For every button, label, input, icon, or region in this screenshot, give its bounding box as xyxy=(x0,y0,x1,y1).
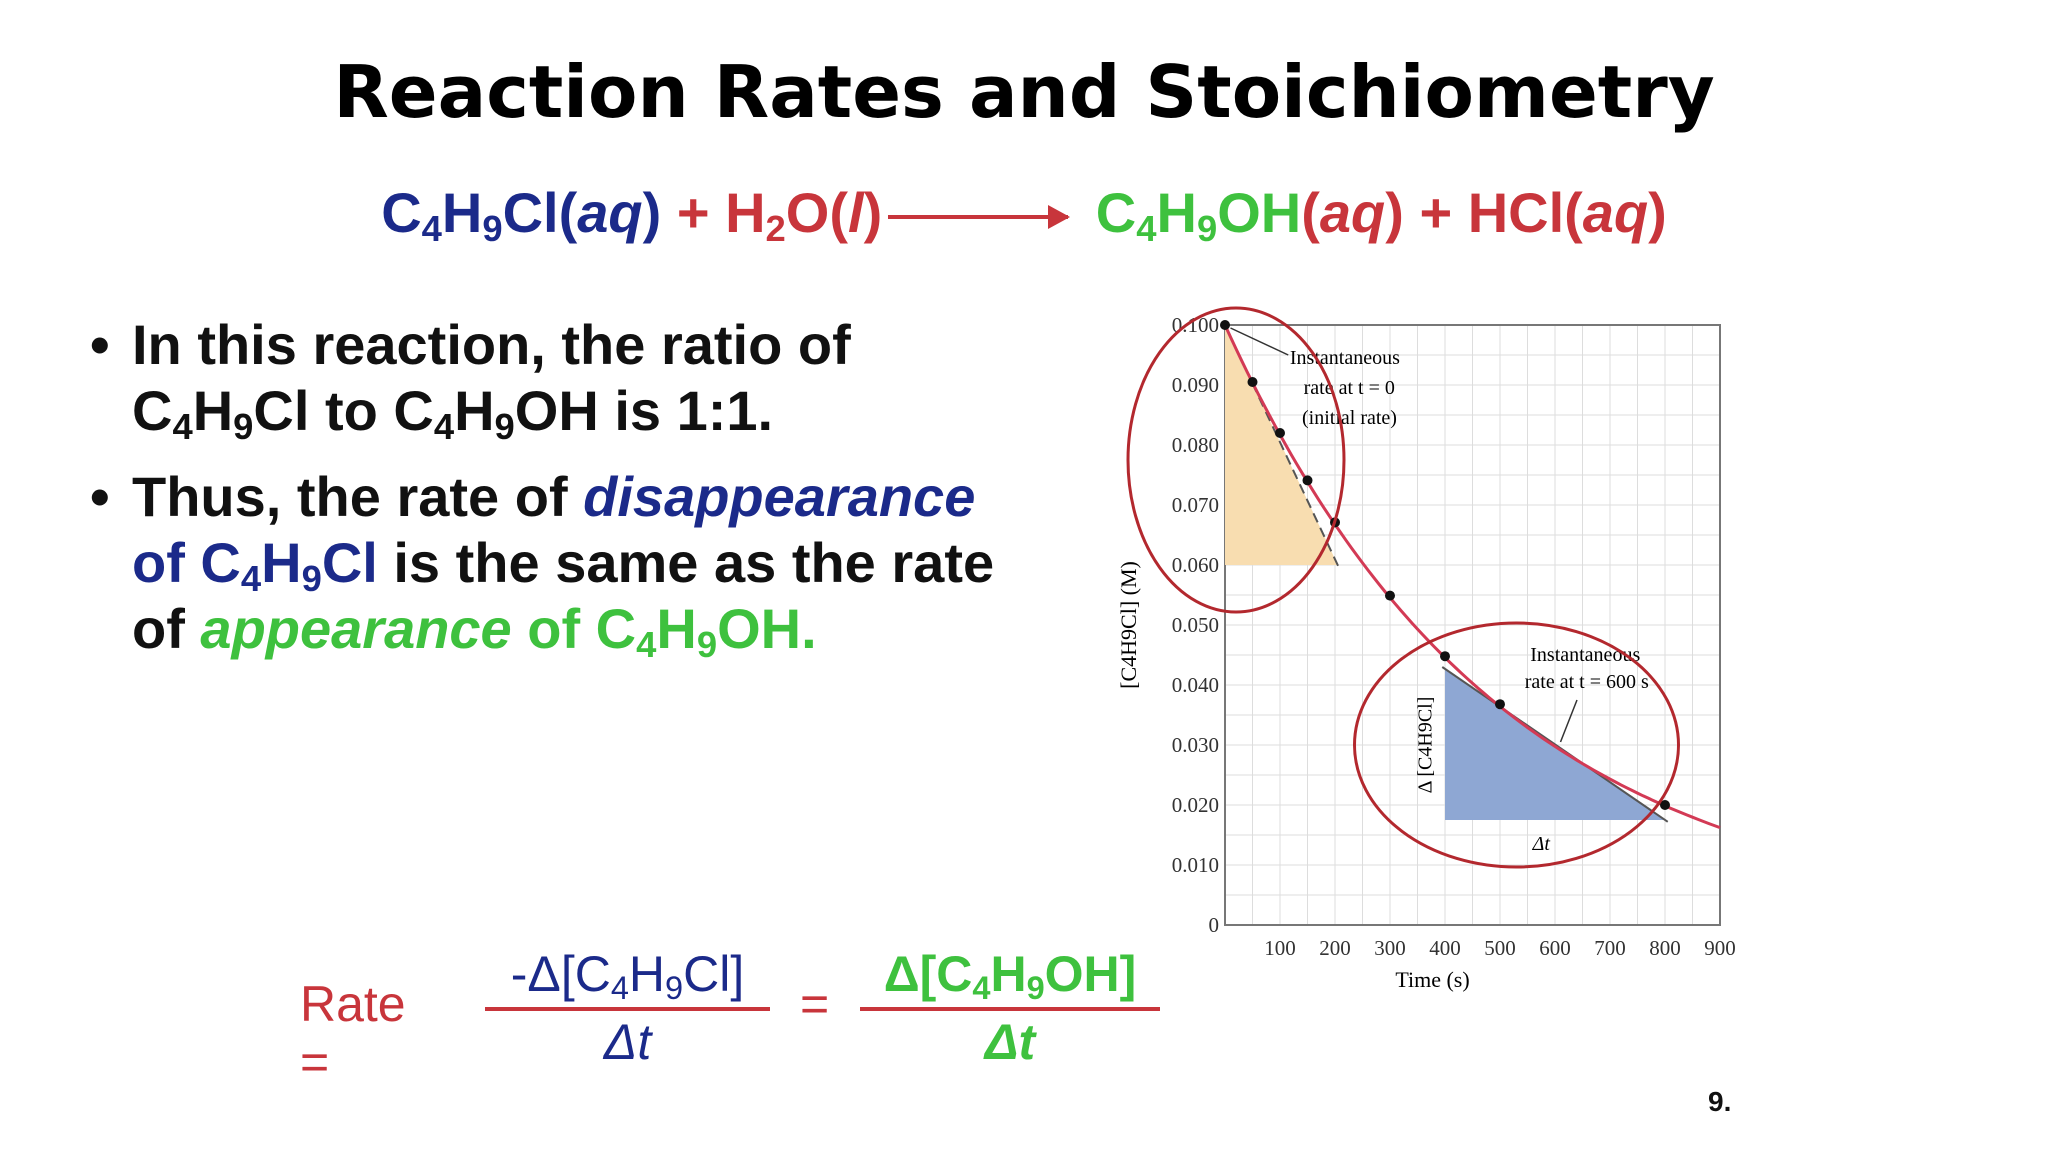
x-tick-label: 400 xyxy=(1429,936,1461,960)
x-tick-label: 100 xyxy=(1264,936,1296,960)
product-c4h9oh: C4H9OH xyxy=(1095,181,1302,250)
data-point xyxy=(1275,428,1285,438)
x-tick-label: 600 xyxy=(1539,936,1571,960)
delta-concentration-label: Δ [C4H9Cl] xyxy=(1414,697,1436,794)
data-point xyxy=(1385,590,1395,601)
grid-lines xyxy=(1224,324,1721,926)
plus-sign: + xyxy=(676,181,710,244)
data-point xyxy=(1440,651,1450,662)
y-axis-label: [C4H9Cl] (M) xyxy=(1116,561,1141,689)
y-tick-label: 0.060 xyxy=(1172,553,1219,577)
x-tick-label: 200 xyxy=(1319,936,1351,960)
delta-time-label: Δt xyxy=(1532,833,1551,855)
y-tick-label: 0.030 xyxy=(1172,733,1219,757)
y-tick-label: 0 xyxy=(1209,913,1220,937)
bullet-dot: • xyxy=(90,465,110,528)
annotation-initial-line2: rate at t = 0 xyxy=(1304,377,1395,399)
plus-sign-2: + xyxy=(1419,181,1453,244)
reactant-h2o: H2O(l) xyxy=(725,181,883,250)
y-tick-label: 0.100 xyxy=(1172,313,1219,337)
y-tick-label: 0.040 xyxy=(1172,673,1219,697)
rate-label: Rate = xyxy=(300,976,406,1090)
y-tick-labels: 0 0.010 0.020 0.030 0.040 0.050 0.060 0.070 0.08… xyxy=(1172,313,1219,937)
y-tick-label: 0.050 xyxy=(1172,613,1219,637)
data-point xyxy=(1660,800,1670,810)
x-tick-label: 900 xyxy=(1704,936,1736,960)
x-tick-label: 700 xyxy=(1594,936,1626,960)
bullet-item: • Thus, the rate of disappearance of C4H… xyxy=(90,465,995,666)
slide-number: 9. xyxy=(1708,1086,1732,1117)
chemical-equation: C4H9Cl(aq) + H2O(l) C4H9OH(aq) + HCl(aq) xyxy=(0,180,2048,250)
reactant-c4h9cl: C4H9Cl(aq) xyxy=(381,181,662,250)
highlight-circle-initial xyxy=(1126,306,1346,614)
x-axis-label: Time (s) xyxy=(1395,967,1469,992)
chart-svg: 0 0.010 0.020 0.030 0.040 0.050 0.060 0.070 0.08… xyxy=(1116,306,1736,992)
data-point xyxy=(1220,320,1230,330)
y-tick-label: 0.070 xyxy=(1172,493,1219,517)
product-hcl: HCl(aq) xyxy=(1467,181,1667,244)
annotation-pointer-600s xyxy=(1559,699,1578,743)
x-tick-labels: 100 200 300 400 500 600 700 800 900 xyxy=(1264,936,1736,960)
product-c4h9oh-state: (aq) xyxy=(1301,181,1404,244)
reaction-arrow xyxy=(888,205,1071,230)
bullet-list: • In this reaction, the ratio of C4H9Cl … xyxy=(90,312,1100,682)
concentration-graph: 0 0.010 0.020 0.030 0.040 0.050 0.060 0.070 0.08… xyxy=(1100,305,1740,1000)
equals-sign: = xyxy=(800,976,830,1032)
x-tick-label: 300 xyxy=(1374,936,1406,960)
annotation-initial-line1: Instantaneous xyxy=(1290,347,1400,369)
fraction-appearance: Δ[C4H9OH] Δt xyxy=(860,945,1160,1071)
y-tick-label: 0.080 xyxy=(1172,433,1219,457)
tangent-line-initial xyxy=(1224,324,1342,572)
highlight-circle-600s xyxy=(1353,621,1680,869)
annotation-pointer-initial xyxy=(1230,327,1289,356)
annotation-600s-line2: rate at t = 600 s xyxy=(1525,671,1649,693)
tangent-line-600s xyxy=(1441,666,1669,823)
plot-frame xyxy=(1224,324,1721,926)
fraction-disappearance: -Δ[C4H9Cl] Δt xyxy=(485,945,770,1071)
data-point xyxy=(1495,699,1505,710)
x-tick-label: 500 xyxy=(1484,936,1516,960)
y-tick-label: 0.010 xyxy=(1172,853,1219,877)
data-point xyxy=(1247,377,1258,387)
annotation-600s-line1: Instantaneous xyxy=(1530,644,1640,666)
x-tick-label: 800 xyxy=(1649,936,1681,960)
bullet-item: • In this reaction, the ratio of C4H9Cl … xyxy=(90,313,851,448)
data-point xyxy=(1302,475,1313,486)
y-tick-label: 0.090 xyxy=(1172,373,1219,397)
slide-title: Reaction Rates and Stoichiometry xyxy=(333,50,1715,134)
y-tick-label: 0.020 xyxy=(1172,793,1219,817)
bullet-dot: • xyxy=(90,313,110,376)
annotation-initial-line3: (initial rate) xyxy=(1302,407,1397,429)
